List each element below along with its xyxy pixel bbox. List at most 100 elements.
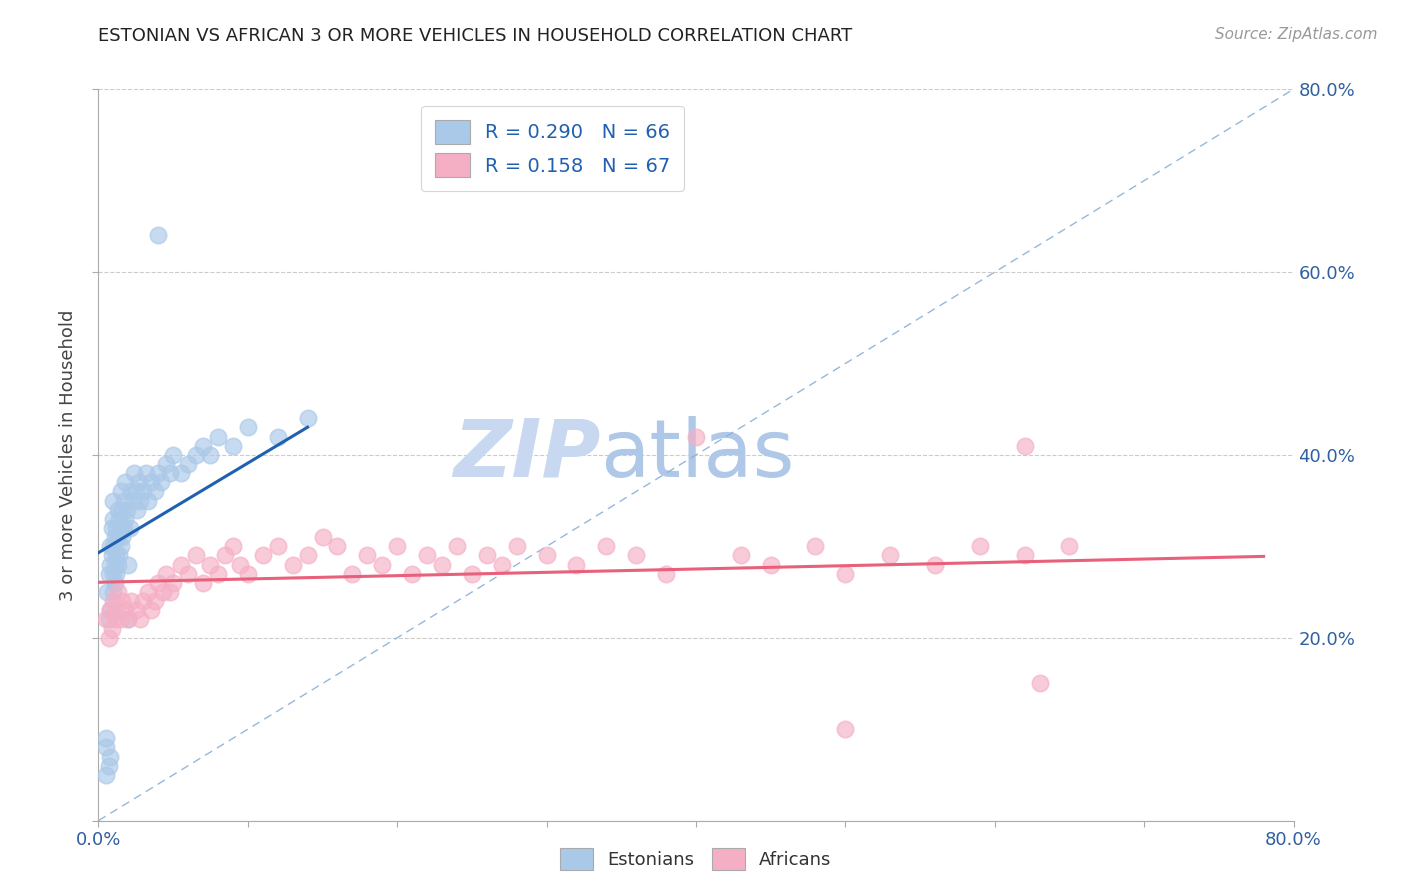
Point [267,430,290,444]
Point [115,502,138,516]
Point [1014,549,1036,563]
Point [103,585,125,599]
Point [184,448,207,462]
Point [148,576,170,591]
Point [159,466,181,480]
Point [128,475,150,490]
Point [162,576,184,591]
Point [117,613,139,627]
Point [120,484,142,499]
Point [118,521,141,535]
Point [107,502,129,516]
Point [162,448,184,462]
Point [94,768,117,782]
Point [112,521,135,535]
Point [342,566,364,581]
Point [112,493,135,508]
Point [125,484,148,499]
Point [804,539,827,553]
Point [110,613,132,627]
Point [236,420,259,434]
Point [155,457,177,471]
Point [100,558,122,572]
Point [159,585,181,599]
Point [107,585,129,599]
Point [108,512,131,526]
Point [229,558,252,572]
Point [969,539,991,553]
Point [150,475,173,490]
Point [101,549,124,563]
Point [685,430,707,444]
Point [626,549,648,563]
Point [105,521,128,535]
Point [446,539,468,553]
Point [104,576,127,591]
Point [252,549,274,563]
Point [169,558,191,572]
Point [730,549,752,563]
Point [101,521,124,535]
Point [103,566,125,581]
Point [491,558,513,572]
Text: atlas: atlas [600,416,794,494]
Point [200,448,222,462]
Point [114,603,136,617]
Point [105,566,128,581]
Point [200,558,222,572]
Point [311,530,333,544]
Point [100,603,122,617]
Point [281,558,304,572]
Point [103,493,125,508]
Point [105,603,128,617]
Point [184,549,207,563]
Point [1059,539,1081,553]
Point [169,466,191,480]
Point [401,566,423,581]
Point [104,530,127,544]
Point [97,566,120,581]
Point [430,558,453,572]
Point [136,585,159,599]
Point [136,493,159,508]
Point [595,539,617,553]
Text: ESTONIAN VS AFRICAN 3 OR MORE VEHICLES IN HOUSEHOLD CORRELATION CHART: ESTONIAN VS AFRICAN 3 OR MORE VEHICLES I… [98,27,852,45]
Point [759,558,782,572]
Point [222,439,245,453]
Point [177,457,200,471]
Point [207,566,229,581]
Point [108,549,131,563]
Point [1028,676,1050,690]
Point [177,566,200,581]
Text: ZIP: ZIP [453,416,600,494]
Point [461,566,484,581]
Point [114,512,136,526]
Point [326,539,349,553]
Point [97,758,120,772]
Point [103,539,125,553]
Point [143,594,166,608]
Point [371,558,394,572]
Legend: Estonians, Africans: Estonians, Africans [553,841,839,878]
Point [152,585,174,599]
Point [97,613,120,627]
Point [536,549,558,563]
Point [103,594,125,608]
Point [96,585,118,599]
Point [385,539,409,553]
Point [132,484,155,499]
Point [214,549,236,563]
Point [834,723,856,737]
Point [139,475,162,490]
Point [105,549,128,563]
Point [120,594,142,608]
Point [100,603,122,617]
Point [506,539,529,553]
Point [139,603,162,617]
Point [879,549,901,563]
Point [101,622,124,636]
Point [121,493,143,508]
Point [117,613,139,627]
Point [110,521,132,535]
Point [148,466,170,480]
